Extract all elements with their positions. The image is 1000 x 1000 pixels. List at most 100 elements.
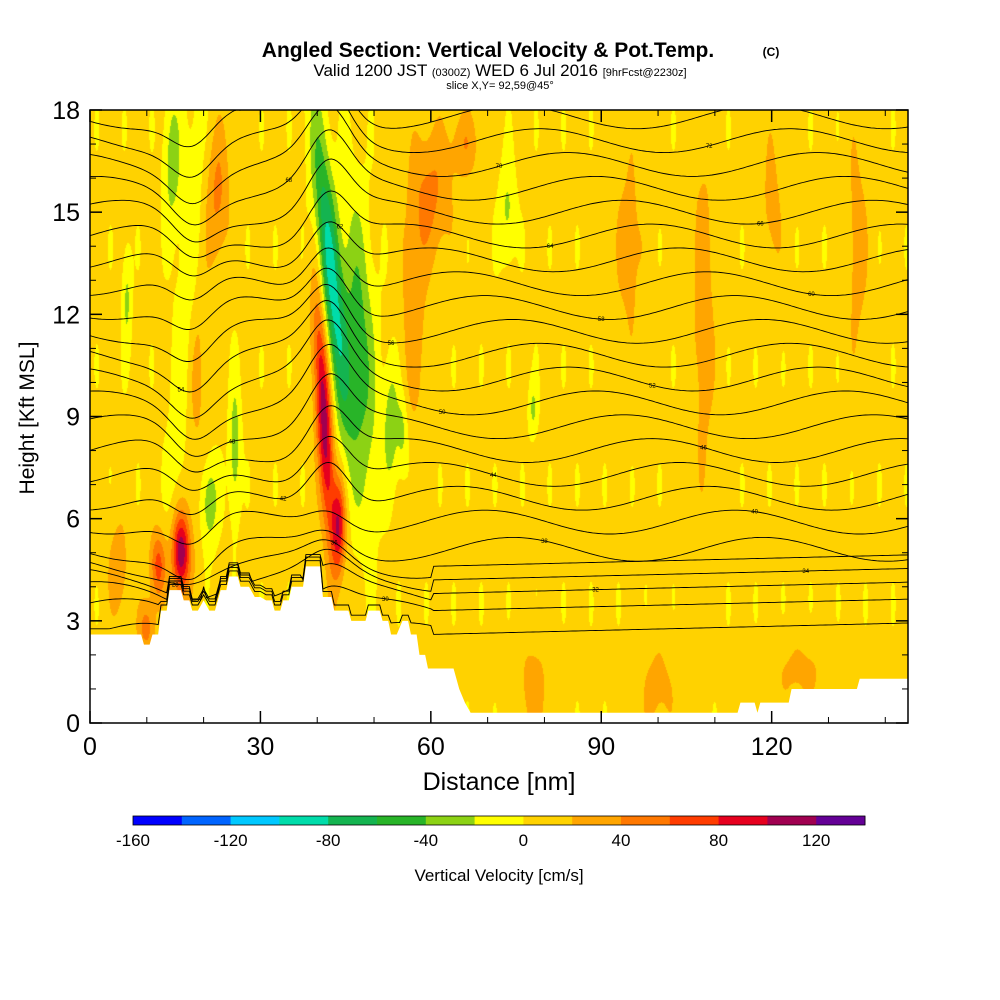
colorbar-tick-label: 40 [612,831,631,850]
colorbar-frame [132,815,866,826]
isentrope-label: 44 [490,473,497,479]
colorbar-swatch [474,816,524,825]
isentrope-line [90,158,908,243]
isentrope-label: 54 [178,387,185,393]
colorbar-tick-label: 0 [519,831,528,850]
colorbar-label: Vertical Velocity [cm/s] [414,866,583,885]
isentrope-line [90,436,908,491]
x-tick-label: 60 [417,733,445,761]
isentrope-label: 32 [592,588,599,594]
y-tick-label: 12 [52,301,80,329]
colorbar-swatch [279,816,329,825]
colorbar-swatch [767,816,817,825]
colorbar-swatch [523,816,573,825]
chart-subtitle: Valid 1200 JST (0300Z) WED 6 Jul 2016 [9… [313,61,686,80]
colorbar-swatch [718,816,768,825]
isentrope-label: 60 [808,292,815,298]
colorbar-swatch [181,816,232,825]
colorbar-swatch [133,816,183,825]
isentrope-label: 36 [331,540,338,546]
isentrope-line [90,509,908,545]
isentrope-line [90,190,908,259]
isentrope-label: 64 [547,244,554,250]
x-tick-label: 120 [751,733,793,761]
isentrope-label: 68 [285,178,292,184]
colorbar-tick-label: -40 [414,831,439,850]
y-tick-label: 9 [66,404,80,432]
isentrope-line [90,110,908,205]
isentrope-label: 74 [234,107,241,113]
colorbar-tick-label: -80 [316,831,341,850]
isentrope-line [90,405,908,473]
isentrope-labels: 28 30 32 34 36 38 40 42 44 46 48 50 52 54 56 58 60 62 64 66… [172,107,816,603]
y-tick-label: 3 [66,608,80,636]
isentrope-line [90,110,908,148]
isentrope-line [90,373,908,457]
y-axis-label: Height [Kft MSL] [16,342,39,495]
isentrope-label: 72 [706,144,713,150]
plot-area: 28 30 32 34 36 38 40 42 44 46 48 50 52 54 56 58 60 62 64 66… [90,107,908,723]
subtitle-valid: Valid 1200 JST [313,61,427,80]
isentrope-line [90,221,908,277]
isentrope-label: 48 [229,439,236,445]
colorbar-tick-label: -160 [116,831,150,850]
isentrope-label: 66 [757,222,764,228]
colorbar-swatch [572,816,622,825]
y-tick-label: 15 [52,199,80,227]
subtitle-date: WED 6 Jul 2016 [475,61,598,80]
isentrope-line [90,110,908,178]
isentropes [90,110,908,635]
isentrope-label: 46 [700,445,707,451]
title-unit: (C) [763,45,780,59]
isentrope-line [90,554,908,601]
colorbar-swatch [328,816,378,825]
x-axis-label: Distance [nm] [423,768,576,796]
isentrope-line [90,129,908,226]
subtitle-zulu: (0300Z) [432,67,471,79]
colorbar-swatch [816,816,866,825]
isentrope-line [90,300,908,393]
isentrope-label: 34 [802,569,809,575]
terrain [90,566,908,723]
chart-title: Angled Section: Vertical Velocity & Pot.… [262,39,714,62]
colorbar-tick-label: -120 [214,831,248,850]
isentrope-label: 28 [172,583,179,589]
subtitle-forecast: [9hrFcst@2230z] [603,67,687,79]
isentrope-label: 62 [337,225,344,231]
isentrope-label: 30 [382,597,389,603]
isentrope-line [90,560,908,635]
isentrope-label: 40 [751,510,758,516]
isentrope-line [90,556,908,611]
colorbar-swatch [377,816,427,825]
isentrope-label: 50 [439,410,446,416]
isentrope-line [90,247,908,301]
isentrope-label: 52 [649,383,656,389]
x-axis: 0 30 60 90 120 [83,110,886,761]
isentrope-label: 56 [388,341,395,347]
isentrope-line [90,539,908,586]
y-tick-label: 6 [66,506,80,534]
isentrope-line [90,548,908,601]
colorbar-tick-label: 120 [802,831,830,850]
isentrope-line [90,283,908,362]
colorbar-swatch [230,816,280,825]
x-tick-label: 30 [247,733,275,761]
isentrope-line [90,461,908,515]
colorbar-swatch [621,816,671,825]
colorbar-swatch [669,816,720,825]
isentrope-line [90,267,908,330]
isentrope-label: 70 [496,164,503,170]
isentrope-line [90,343,908,440]
y-tick-label: 0 [66,710,80,738]
colorbar-swatch [425,816,476,825]
isentrope-line [90,529,908,581]
x-tick-label: 90 [587,733,615,761]
x-tick-label: 0 [83,733,97,761]
isentrope-line [90,319,908,419]
colorbar: -160 -120 -80 -40 0 40 80 120 [116,815,866,850]
isentrope-label: 42 [280,496,287,502]
isentrope-label: 38 [541,539,548,545]
slice-label: slice X,Y= 92,59@45° [446,80,554,92]
